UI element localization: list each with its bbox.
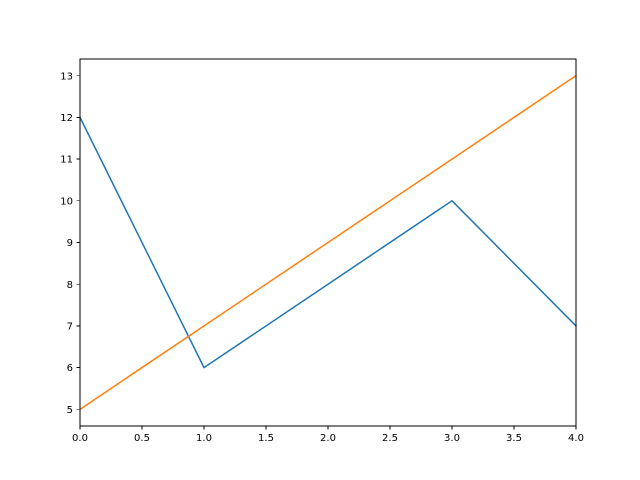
x-tick-label: 2.0 <box>320 433 336 444</box>
y-axis-tick-labels: 5 6 7 8 9 10 11 12 13 <box>60 71 73 416</box>
x-axis-tickmarks <box>79 426 577 430</box>
y-tick-label: 8 <box>67 280 73 291</box>
y-tick-label: 13 <box>60 71 73 82</box>
x-tick-label: 1.5 <box>258 433 274 444</box>
x-tick-label: 3.5 <box>506 433 522 444</box>
data-line-2 <box>79 74 577 411</box>
x-tick-label: 1.0 <box>196 433 212 444</box>
y-tick-label: 12 <box>60 113 73 124</box>
x-tick-label: 0.0 <box>72 433 88 444</box>
x-tick-label: 2.5 <box>382 433 398 444</box>
y-tick-label: 11 <box>60 155 73 166</box>
x-tick-label: 0.5 <box>134 433 150 444</box>
y-tick-label: 5 <box>67 405 73 416</box>
x-tick-label: 4.0 <box>568 433 584 444</box>
x-tick-label: 3.0 <box>444 433 460 444</box>
x-axis-tick-labels: 0.0 0.5 1.0 1.5 2.0 2.5 3.0 3.5 4.0 <box>72 433 584 444</box>
data-series-group <box>79 74 577 411</box>
data-line-1 <box>79 116 577 369</box>
y-tick-label: 10 <box>60 196 73 207</box>
axes-frame <box>79 58 577 427</box>
y-tick-label: 9 <box>67 238 73 249</box>
y-tick-label: 7 <box>67 322 73 333</box>
y-tick-label: 6 <box>67 363 73 374</box>
